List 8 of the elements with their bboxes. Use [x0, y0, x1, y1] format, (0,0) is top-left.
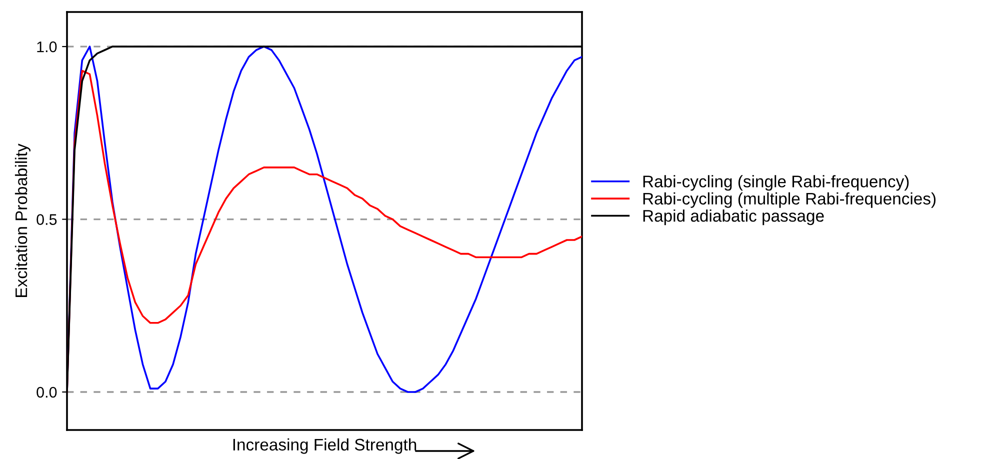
legend-label: Rabi-cycling (multiple Rabi-frequencies): [643, 192, 936, 208]
y-tick-label: 0.0: [36, 386, 57, 398]
legend-label: Rapid adiabatic passage: [643, 210, 824, 226]
x-axis-title: Increasing Field Strength: [233, 438, 416, 454]
y-axis-title: Excitation Probability: [14, 144, 30, 297]
legend-label: Rabi-cycling (single Rabi-frequency): [643, 175, 909, 191]
y-tick-label: 1.0: [37, 41, 57, 52]
y-tick-label: 0.5: [36, 214, 57, 225]
